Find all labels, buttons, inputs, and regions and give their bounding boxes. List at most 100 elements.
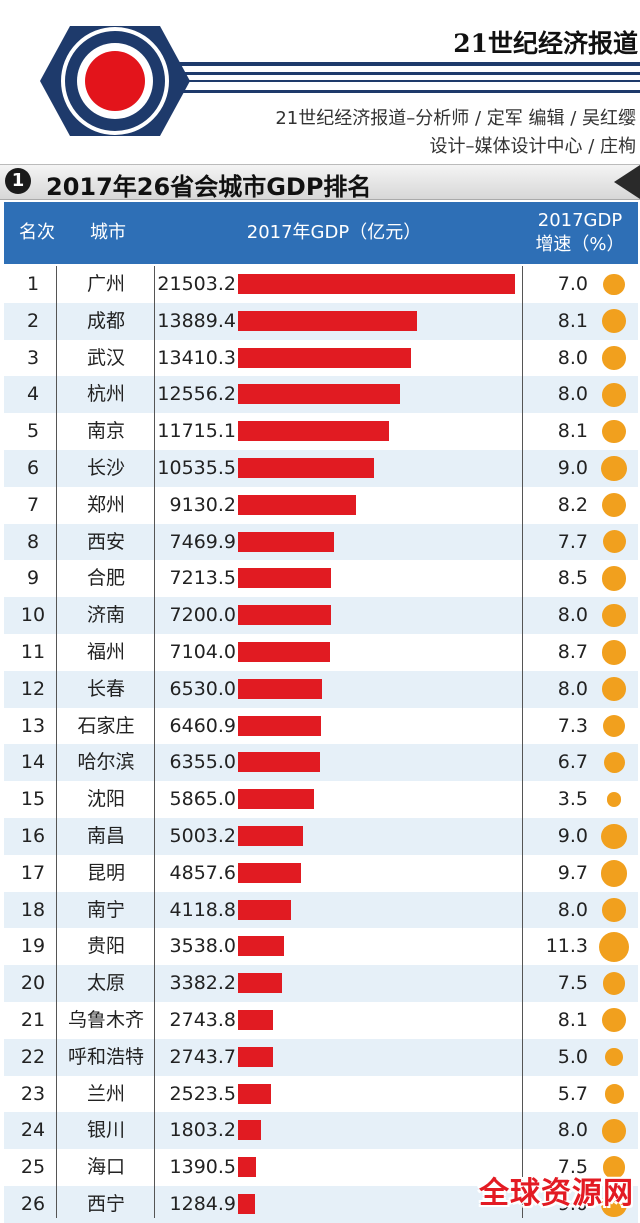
column-divider [522, 266, 523, 1218]
gdp-bar [238, 1009, 274, 1030]
section-title-bar: 1 2017年26省会城市GDP排名 [0, 164, 640, 201]
gdp-bar [238, 605, 331, 626]
gdp-bar [238, 752, 320, 773]
section-number: 1 [5, 168, 31, 194]
city-cell: 武汉 [86, 346, 125, 369]
rank-cell: 12 [20, 677, 46, 700]
header-city: 城市 [90, 222, 126, 243]
gdp-bar [238, 1157, 256, 1178]
gdp-value-label: 7104.0 [169, 640, 236, 663]
column-divider [56, 266, 57, 1218]
gdp-ranking-table: 名次 城市 2017年GDP（亿元） 2017GDP 增速（%） 1 广州 2150… [4, 202, 638, 1223]
growth-dot [602, 530, 626, 554]
table-row: 7 郑州 9130.2 8.2 [4, 487, 638, 524]
gdp-value-label: 4857.6 [169, 861, 236, 884]
header-gdp: 2017年GDP（亿元） [246, 222, 422, 243]
growth-value-label: 7.3 [557, 714, 588, 737]
section-title: 2017年26省会城市GDP排名 [46, 173, 372, 201]
rank-cell: 5 [26, 420, 40, 443]
header-rank: 名次 [19, 222, 55, 243]
growth-dot [601, 823, 627, 850]
rank-cell: 17 [20, 861, 46, 884]
city-cell: 南京 [86, 420, 125, 443]
gdp-value-label: 3382.2 [169, 972, 236, 995]
gdp-value-label: 11715.1 [157, 420, 236, 443]
growth-dot [601, 639, 627, 665]
growth-dot [602, 972, 626, 995]
growth-dot [602, 309, 626, 334]
gdp-value-label: 4118.8 [169, 898, 236, 921]
city-cell: 成都 [86, 309, 125, 332]
growth-dot [600, 859, 628, 887]
rank-cell: 11 [20, 640, 46, 663]
table-row: 22 呼和浩特 2743.7 5.0 [4, 1038, 638, 1076]
growth-value-label: 8.0 [557, 1119, 588, 1142]
growth-value-label: 8.1 [557, 309, 588, 332]
growth-value-label: 6.7 [557, 751, 588, 774]
credit-line: 设计–媒体设计中心 / 庄栒 [429, 136, 636, 157]
table-row: 2 成都 13889.4 8.1 [4, 302, 638, 340]
rank-cell: 6 [26, 456, 40, 479]
growth-value-label: 5.0 [557, 1045, 588, 1068]
growth-value-label: 9.0 [557, 824, 588, 847]
table-row: 9 合肥 7213.5 8.5 [4, 560, 638, 597]
growth-value-label: 8.1 [557, 420, 588, 443]
city-cell: 西安 [86, 530, 125, 553]
gdp-bar [238, 973, 282, 994]
gdp-value-label: 7213.5 [169, 567, 236, 590]
city-cell: 太原 [86, 972, 125, 995]
table-row: 1 广州 21503.2 7.0 [4, 266, 638, 303]
gdp-bar [238, 1046, 274, 1067]
table-row: 11 福州 7104.0 8.7 [4, 634, 638, 671]
growth-value-label: 3.5 [557, 788, 588, 811]
growth-value-label: 8.7 [557, 640, 588, 663]
table-header: 名次 城市 2017年GDP（亿元） 2017GDP 增速（%） [4, 202, 638, 264]
city-cell: 南宁 [86, 898, 125, 921]
growth-value-label: 7.7 [557, 530, 588, 553]
gdp-value-label: 2743.7 [169, 1045, 236, 1068]
gdp-value-label: 13889.4 [157, 309, 236, 332]
gdp-value-label: 5865.0 [169, 788, 236, 811]
rank-cell: 10 [20, 604, 46, 627]
gdp-bar [238, 1193, 255, 1214]
city-cell: 合肥 [86, 567, 125, 590]
growth-dot [602, 419, 626, 444]
rank-cell: 3 [26, 346, 40, 369]
city-cell: 西宁 [86, 1192, 125, 1215]
table-row: 17 昆明 4857.6 9.7 [4, 855, 638, 892]
rank-cell: 24 [20, 1119, 46, 1142]
table-row: 4 杭州 12556.2 8.0 [4, 376, 638, 414]
rank-cell: 14 [20, 751, 46, 774]
gdp-value-label: 3538.0 [169, 935, 236, 958]
rank-cell: 1 [26, 273, 40, 295]
gdp-bar [238, 641, 330, 662]
growth-dot [602, 677, 626, 701]
table-row: 8 西安 7469.9 7.7 [4, 523, 638, 561]
arrow-left-icon [614, 165, 640, 199]
growth-dot [602, 493, 626, 518]
growth-value-label: 5.7 [557, 1082, 588, 1105]
table-row: 24 银川 1803.2 8.0 [4, 1112, 638, 1150]
gdp-bar [238, 568, 331, 589]
gdp-value-label: 7469.9 [169, 530, 236, 553]
city-cell: 南昌 [86, 824, 125, 847]
rank-cell: 8 [26, 530, 40, 553]
gdp-value-label: 6460.9 [169, 714, 236, 737]
growth-value-label: 8.0 [557, 898, 588, 921]
city-cell: 兰州 [86, 1082, 125, 1105]
growth-value-label: 8.1 [557, 1008, 588, 1031]
growth-dot [603, 273, 625, 296]
rank-cell: 25 [20, 1156, 46, 1179]
masthead-stripe [150, 80, 640, 82]
growth-dot [601, 566, 627, 591]
city-cell: 银川 [86, 1119, 125, 1142]
table-row: 14 哈尔滨 6355.0 6.7 [4, 744, 638, 782]
gdp-value-label: 1803.2 [169, 1119, 236, 1142]
watermark: 全球资源网 [479, 1176, 634, 1211]
gdp-value-label: 1390.5 [169, 1156, 236, 1179]
rank-cell: 4 [26, 383, 40, 406]
gdp-bar [238, 936, 284, 957]
rank-cell: 2 [26, 309, 40, 332]
table-row: 20 太原 3382.2 7.5 [4, 965, 638, 1002]
city-cell: 昆明 [86, 861, 125, 884]
